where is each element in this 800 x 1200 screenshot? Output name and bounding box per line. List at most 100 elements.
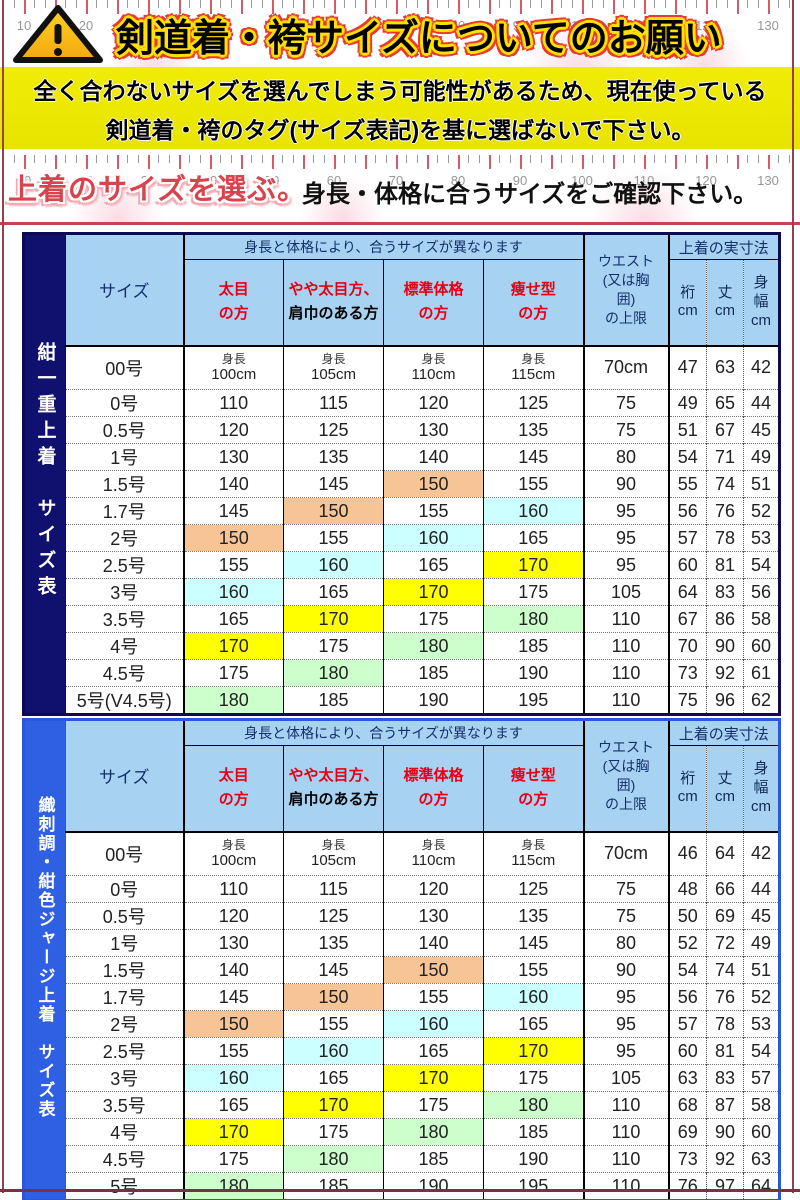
measure-cell: 51 <box>742 956 780 984</box>
measure-cell: 65 <box>706 389 744 417</box>
ruler-tick <box>220 155 222 163</box>
table-row: 2.5号 155 160 165 170 95 60 81 54 <box>24 551 780 579</box>
measure-cell: 46 <box>668 830 707 876</box>
table-kon-hitoe-uwagi: 紺一重上着 サイズ表 サイズ 身長と体格により、合うサイズが異なります ウエスト (又… <box>22 232 782 716</box>
measure-cell: 56 <box>668 983 707 1011</box>
height-cell: 130 <box>383 416 484 444</box>
height-cell: 175 <box>483 578 584 606</box>
height-cell: 125 <box>483 389 584 417</box>
ruler-tick <box>220 0 222 8</box>
height-cell: 110 <box>182 389 284 417</box>
ruler-tick <box>385 0 387 8</box>
table-row: 1.7号 145 150 155 160 95 56 76 52 <box>24 497 780 525</box>
measure-cell: 67 <box>706 416 744 444</box>
ruler-tick <box>520 155 522 169</box>
ruler-tick <box>602 155 604 163</box>
measure-cell: 51 <box>668 416 707 444</box>
waist-cell: 70cm <box>582 344 670 390</box>
height-cell: 180 <box>283 1145 384 1173</box>
measure-cell: 60 <box>742 632 780 660</box>
measure-cell: 53 <box>742 1010 780 1038</box>
measure-cell: 55 <box>668 470 707 498</box>
measure-cell: 58 <box>742 1091 780 1119</box>
height-cell: 125 <box>283 902 384 930</box>
height-cell: 170 <box>283 605 384 633</box>
measure-cell: 44 <box>742 389 780 417</box>
ruler-tick <box>137 155 139 163</box>
height-cell: 165 <box>383 551 484 579</box>
measure-cell: 90 <box>706 1118 744 1146</box>
measure-cell: 62 <box>742 686 780 715</box>
height-cell: 150 <box>182 1010 284 1038</box>
size-table: 紺一重上着 サイズ表 サイズ 身長と体格により、合うサイズが異なります ウエスト (又… <box>22 232 782 716</box>
height-cell: 120 <box>383 389 484 417</box>
height-cell: 170 <box>182 632 284 660</box>
measure-cell: 73 <box>668 659 707 687</box>
height-cell: 180 <box>483 1091 584 1119</box>
ruler-tick <box>427 155 429 169</box>
height-cell: 150 <box>383 956 484 984</box>
ruler-tick <box>685 155 687 163</box>
measure-cell: 71 <box>706 443 744 471</box>
body-type-header: 痩せ型 の方 <box>483 745 584 833</box>
measure-cell: 52 <box>742 497 780 525</box>
ruler-tick <box>75 155 77 163</box>
measure-cell: 45 <box>742 902 780 930</box>
measure-cell: 60 <box>668 551 707 579</box>
ruler-tick <box>675 155 677 169</box>
height-cell: 170 <box>383 578 484 606</box>
waist-cell: 95 <box>582 551 670 579</box>
measure-cell: 60 <box>742 1118 780 1146</box>
ruler-tick <box>261 155 263 163</box>
measure-cell: 72 <box>706 929 744 957</box>
body-type-header: 太目 の方 <box>182 745 284 833</box>
height-cell: 195 <box>483 686 584 715</box>
height-cell: 190 <box>483 659 584 687</box>
ruler-tick <box>654 0 656 8</box>
measure-cell: 63 <box>668 1064 707 1092</box>
notice-line-1: 全く合わないサイズを選んでしまう可能性があるため、現在使っている <box>33 77 767 104</box>
table-row: 1.7号 145 150 155 160 95 56 76 52 <box>24 983 780 1011</box>
height-cell: 165 <box>283 578 384 606</box>
ruler-number: 130 <box>757 173 779 188</box>
table-row: 5号 180 185 190 195 110 76 97 64 <box>24 1172 780 1200</box>
measure-cell: 76 <box>706 497 744 525</box>
height-cell: 身長 100cm <box>182 344 284 390</box>
ruler-tick <box>437 155 439 163</box>
measure-cell: 96 <box>706 686 744 715</box>
section-badge: 上着のサイズを選ぶ。 <box>8 174 308 206</box>
height-cell: 160 <box>483 983 584 1011</box>
height-cell: 165 <box>483 1010 584 1038</box>
waist-cell: 75 <box>582 902 670 930</box>
ruler-tick <box>303 0 305 14</box>
ruler-tick <box>282 0 284 8</box>
measure-cell: 60 <box>668 1037 707 1065</box>
ruler-tick <box>65 0 67 8</box>
measure-cell: 42 <box>742 344 780 390</box>
ruler-tick <box>86 0 88 14</box>
ruler-tick <box>158 0 160 8</box>
ruler-number: 20 <box>78 18 94 33</box>
ruler-tick <box>427 0 429 14</box>
ruler-tick <box>768 155 770 169</box>
ruler-tick <box>747 0 749 8</box>
table-row: 3号 160 165 170 175 105 64 83 56 <box>24 578 780 606</box>
ruler-tick <box>602 0 604 8</box>
ruler-number: 70 <box>388 173 404 188</box>
height-cell: 120 <box>182 902 284 930</box>
height-cell: 180 <box>383 1118 484 1146</box>
waist-cell: 90 <box>582 470 670 498</box>
ruler-tick <box>737 155 739 169</box>
size-cell: 0.5号 <box>65 416 184 444</box>
height-cell: 190 <box>383 1172 484 1200</box>
measure-cell: 58 <box>742 605 780 633</box>
waist-cell: 70cm <box>582 830 670 876</box>
ruler-middle: 上着のサイズを選ぶ。 身長・体格に合うサイズをご確認下さい。 10 20 30 40 5… <box>0 155 800 225</box>
ruler-tick <box>334 0 336 14</box>
measure-cell: 47 <box>668 344 707 390</box>
ruler-tick <box>323 0 325 8</box>
ruler-tick <box>365 155 367 169</box>
ruler-number: 120 <box>695 18 717 33</box>
ruler-number: 100 <box>571 18 593 33</box>
measure-cell: 67 <box>668 605 707 633</box>
